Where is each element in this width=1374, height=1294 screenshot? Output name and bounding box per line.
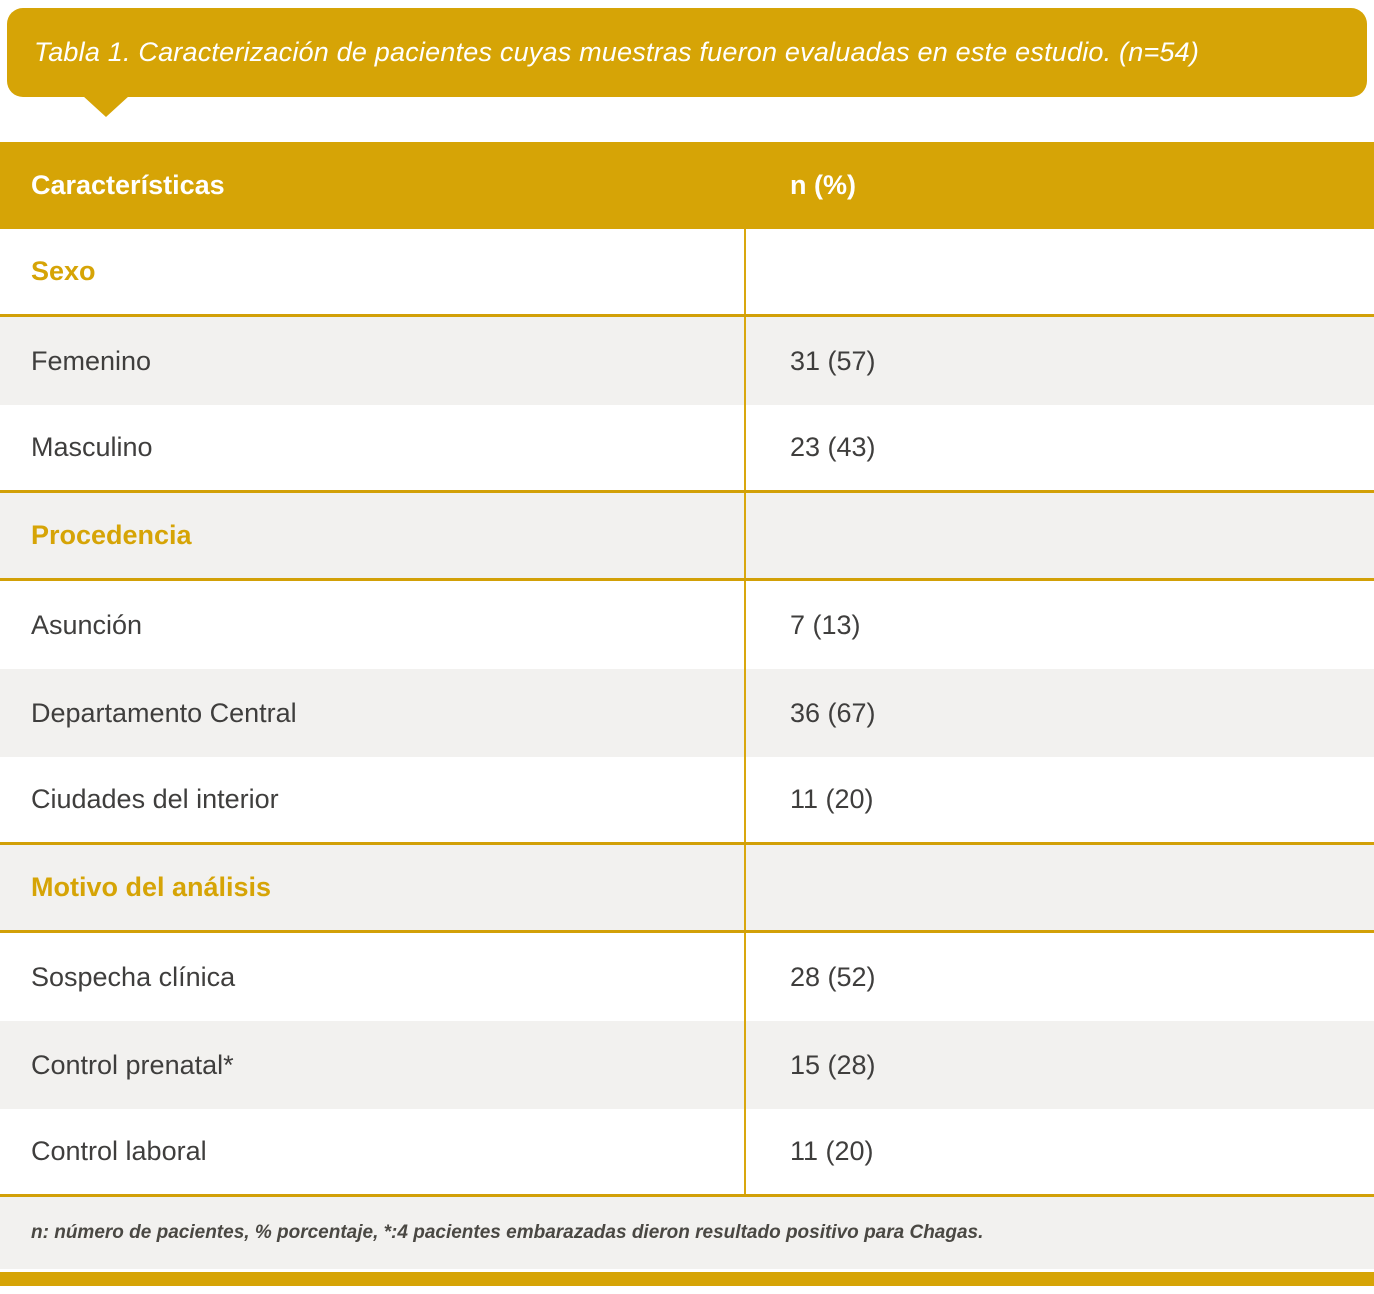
- row-asuncion: Asunción 7 (13): [0, 581, 1374, 669]
- row-sexo: Sexo: [0, 229, 1374, 317]
- row-label: Masculino: [0, 405, 746, 490]
- title-banner-tail: [83, 96, 129, 117]
- row-control-prenatal: Control prenatal* 15 (28): [0, 1021, 1374, 1109]
- row-label: Femenino: [0, 317, 746, 405]
- row-value: [746, 229, 790, 314]
- characteristics-table: Características n (%) Sexo Femenino 31 (…: [0, 142, 1374, 1197]
- row-value: 28 (52): [790, 961, 876, 992]
- bottom-accent-bar: [0, 1272, 1374, 1286]
- row-value: 15 (28): [790, 1049, 876, 1080]
- row-ciudades-del-interior: Ciudades del interior 11 (20): [0, 757, 1374, 845]
- row-control-laboral: Control laboral 11 (20): [0, 1109, 1374, 1197]
- row-value: 36 (67): [790, 697, 876, 728]
- row-label: Procedencia: [0, 493, 746, 578]
- row-femenino: Femenino 31 (57): [0, 317, 1374, 405]
- row-label: Asunción: [0, 581, 746, 669]
- row-value: 11 (20): [790, 784, 874, 814]
- row-label: Sexo: [0, 229, 746, 314]
- table-header-row: Características n (%): [0, 142, 1374, 229]
- row-sospecha-clinica: Sospecha clínica 28 (52): [0, 933, 1374, 1021]
- row-label: Control prenatal*: [0, 1021, 746, 1109]
- row-departamento-central: Departamento Central 36 (67): [0, 669, 1374, 757]
- column-header-n-pct: n (%): [790, 170, 856, 200]
- row-motivo-del-analisis: Motivo del análisis: [0, 845, 1374, 933]
- row-value: 23 (43): [790, 432, 876, 462]
- row-label: Motivo del análisis: [0, 845, 746, 930]
- column-header-caracteristicas: Características: [31, 170, 225, 200]
- row-value: 31 (57): [790, 345, 876, 376]
- row-label: Sospecha clínica: [0, 933, 746, 1021]
- row-label: Control laboral: [0, 1109, 746, 1194]
- row-value: 7 (13): [790, 609, 861, 640]
- row-label: Departamento Central: [0, 669, 746, 757]
- row-value: 11 (20): [790, 1136, 874, 1166]
- table-footnote: n: número de pacientes, % porcentaje, *:…: [0, 1197, 1374, 1269]
- table-title-banner: Tabla 1. Caracterización de pacientes cu…: [7, 8, 1367, 117]
- row-masculino: Masculino 23 (43): [0, 405, 1374, 493]
- row-procedencia: Procedencia: [0, 493, 1374, 581]
- row-value: [746, 493, 790, 578]
- table-title: Tabla 1. Caracterización de pacientes cu…: [34, 37, 1200, 67]
- row-label: Ciudades del interior: [0, 757, 746, 842]
- row-value: [746, 845, 790, 930]
